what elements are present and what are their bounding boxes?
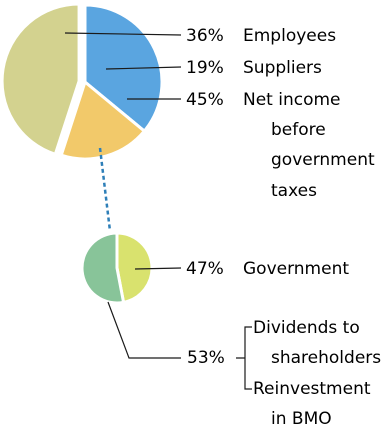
pie-slice-remaining [80, 231, 126, 305]
label-dividends-line1: Dividends to [253, 318, 360, 338]
connector-dashed-line [98, 147, 112, 232]
label-government: Government [243, 259, 349, 279]
leader-lines [64, 32, 252, 390]
pie-bottom [80, 231, 154, 305]
label-reinvestment-line1: Reinvestment [253, 379, 371, 399]
pie-slice-suppliers [59, 80, 146, 161]
label-employees-pct: 36% [186, 26, 224, 46]
pie-slice-government [115, 231, 154, 304]
label-net-income-line2: before [271, 120, 326, 140]
label-remaining-pct: 53% [187, 348, 225, 368]
label-net-income-pct: 45% [186, 90, 224, 110]
label-dividends-line2: shareholders [271, 348, 381, 368]
label-government-pct: 47% [186, 259, 224, 279]
label-suppliers: Suppliers [243, 58, 322, 78]
pie-top [0, 2, 164, 161]
label-reinvestment-line2: in BMO [271, 409, 332, 429]
label-net-income-line4: taxes [271, 181, 317, 201]
pie-slice-net-income [0, 2, 81, 156]
leader-remaining [107, 301, 181, 359]
label-net-income-line3: government [271, 150, 375, 170]
leader-suppliers [105, 66, 182, 70]
label-employees: Employees [243, 26, 336, 46]
bracket-remaining [236, 326, 252, 390]
leader-employees [64, 32, 182, 36]
label-suppliers-pct: 19% [186, 58, 224, 78]
leader-government [134, 267, 182, 270]
label-net-income-line1: Net income [243, 90, 341, 110]
